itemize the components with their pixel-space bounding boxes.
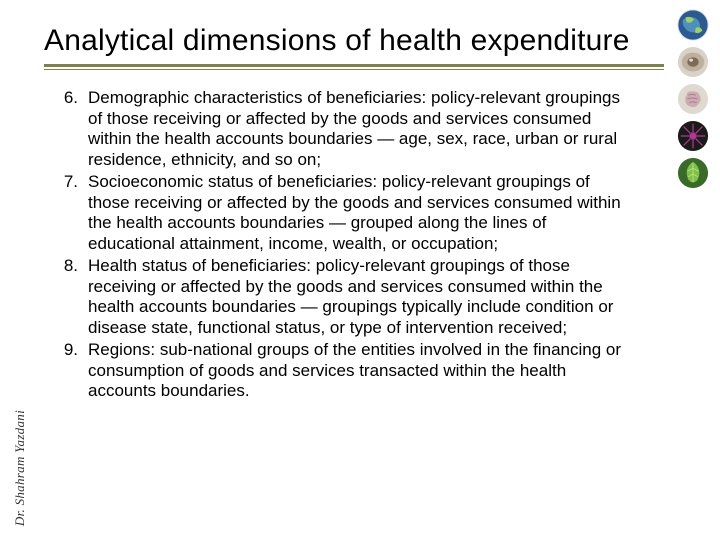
numbered-list: 6. Demographic characteristics of benefi… xyxy=(44,88,624,402)
item-text: Demographic characteristics of beneficia… xyxy=(88,88,624,171)
neuron-icon xyxy=(676,119,710,153)
title-rule xyxy=(44,64,664,70)
item-number: 8. xyxy=(44,256,88,339)
page-title: Analytical dimensions of health expendit… xyxy=(44,24,672,58)
item-number: 9. xyxy=(44,340,88,402)
slide: Analytical dimensions of health expendit… xyxy=(0,0,720,540)
list-item: 6. Demographic characteristics of benefi… xyxy=(44,88,624,171)
brain-icon xyxy=(676,82,710,116)
list-item: 9. Regions: sub-national groups of the e… xyxy=(44,340,624,402)
item-text: Regions: sub-national groups of the enti… xyxy=(88,340,624,402)
item-text: Health status of beneficiaries: policy-r… xyxy=(88,256,624,339)
item-text: Socioeconomic status of beneficiaries: p… xyxy=(88,172,624,255)
cell-icon xyxy=(676,45,710,79)
item-number: 6. xyxy=(44,88,88,171)
side-icon-strip xyxy=(676,8,710,190)
list-item: 8. Health status of beneficiaries: polic… xyxy=(44,256,624,339)
earth-icon xyxy=(676,8,710,42)
leaf-icon xyxy=(676,156,710,190)
author-credit: Dr. Shahram Yazdani xyxy=(12,410,28,526)
list-item: 7. Socioeconomic status of beneficiaries… xyxy=(44,172,624,255)
item-number: 7. xyxy=(44,172,88,255)
